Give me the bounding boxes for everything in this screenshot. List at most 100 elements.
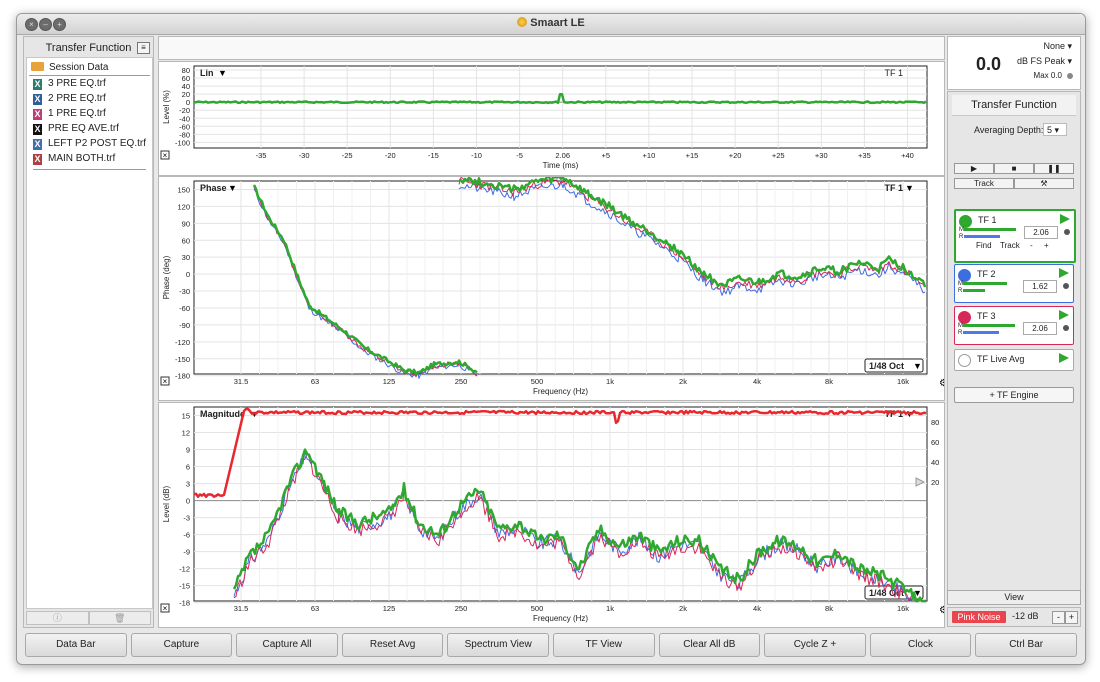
r-label: R	[958, 288, 963, 294]
x-tick-label: -5	[516, 151, 523, 160]
command-button[interactable]: Data Bar	[25, 633, 127, 657]
zoom-icon[interactable]: +	[53, 18, 66, 31]
noise-increase-button[interactable]: +	[1065, 611, 1078, 624]
averaging-depth-select[interactable]: 5 ▾	[1043, 123, 1067, 136]
y-tick-label: 0	[186, 270, 190, 279]
y-tick-label: -12	[179, 565, 190, 574]
gear-icon[interactable]: ⚙	[939, 605, 944, 616]
coherence-marker-icon[interactable]	[915, 477, 926, 487]
chevron-down-icon: ▼	[913, 588, 922, 598]
minimize-icon[interactable]: –	[39, 18, 52, 31]
pink-noise-controls: Pink Noise -12 dB - +	[947, 607, 1081, 627]
menu-icon[interactable]: ≡	[137, 42, 150, 54]
delay-value[interactable]: 2.06	[1023, 322, 1057, 335]
y-tick-label: 0	[186, 497, 190, 506]
engine-color-icon[interactable]	[958, 311, 971, 324]
delay-increase-button[interactable]: +	[1044, 241, 1049, 250]
file-name: LEFT P2 POST EQ.trf	[48, 138, 146, 149]
close-icon[interactable]: ×	[25, 18, 38, 31]
play-icon[interactable]	[1060, 214, 1070, 224]
mode-dropdown-icon[interactable]: ▼	[218, 68, 227, 78]
play-icon[interactable]	[1059, 310, 1069, 320]
add-tf-engine-label: + TF Engine	[989, 390, 1039, 400]
meter-max: Max 0.0	[1033, 71, 1062, 80]
file-browser-panel: Transfer Function ≡ Session Data X 3 PRE …	[23, 36, 154, 628]
command-button[interactable]: Cycle Z +	[764, 633, 866, 657]
tf-engine-card[interactable]: TF 2 M R 1.62	[954, 264, 1074, 303]
mode-dropdown-icon[interactable]: ▼	[228, 183, 237, 193]
magnitude-plot[interactable]: 15 12 9 6 3 0 -3 -6 -9 -12 -15 -18 31.5 63 125 250 500 1k…	[158, 402, 945, 628]
x-tick-label: -30	[299, 151, 310, 160]
trace-label: TF 1	[884, 183, 903, 193]
gear-icon[interactable]: ⚙	[939, 378, 944, 389]
track-delay-button[interactable]: Track	[1000, 241, 1020, 250]
delay-decrease-button[interactable]: -	[1030, 241, 1033, 250]
close-plot-icon[interactable]	[160, 150, 170, 160]
noise-decrease-button[interactable]: -	[1052, 611, 1065, 624]
tools-button[interactable]: ⚒	[1014, 178, 1074, 189]
file-item[interactable]: X 1 PRE EQ.trf	[33, 106, 152, 121]
smoothing-select[interactable]: 1/48 Oct ▼	[864, 585, 924, 600]
file-item[interactable]: X PRE EQ AVE.trf	[33, 121, 152, 136]
find-delay-button[interactable]: Find	[976, 241, 992, 250]
meter-mode-select[interactable]: dB FS Peak ▾	[1016, 56, 1072, 66]
engine-name: TF Live Avg	[977, 354, 1025, 364]
phase-plot[interactable]: 150 120 90 60 30 0 -30 -60 -90 -120 -150 -180 31.5 63…	[158, 176, 945, 401]
tf-engine-card[interactable]: TF Live Avg	[954, 349, 1074, 371]
y-axis-label: Phase (deg)	[162, 255, 171, 299]
smoothing-select[interactable]: 1/48 Oct ▼	[864, 358, 924, 373]
info-icon[interactable]: ⓘ	[26, 611, 89, 625]
delay-value[interactable]: 2.06	[1024, 226, 1058, 239]
reference-level-bar	[963, 289, 985, 292]
tf1-phase-trace	[252, 184, 478, 376]
command-button[interactable]: Reset Avg	[341, 633, 444, 657]
list-divider	[33, 169, 146, 170]
file-item[interactable]: X 2 PRE EQ.trf	[33, 91, 152, 106]
file-item[interactable]: X MAIN BOTH.trf	[33, 151, 152, 166]
tf-engine-card[interactable]: TF 3 M R 2.06	[954, 306, 1074, 345]
session-data-folder[interactable]: Session Data	[29, 61, 150, 76]
x-tick-label: +30	[815, 151, 828, 160]
engine-color-icon[interactable]	[958, 269, 971, 282]
engine-color-icon[interactable]	[959, 215, 972, 228]
command-button[interactable]: Clear All dB	[658, 633, 761, 657]
play-button[interactable]: ▶	[954, 163, 994, 174]
delay-status-indicator	[1063, 283, 1069, 289]
delay-value[interactable]: 1.62	[1023, 280, 1057, 293]
meter-source-select[interactable]: None ▾	[1043, 41, 1072, 51]
add-tf-engine-button[interactable]: + TF Engine	[954, 387, 1074, 403]
track-button[interactable]: Track	[954, 178, 1014, 189]
trf-file-icon: X	[33, 139, 42, 150]
stop-button[interactable]: ■	[994, 163, 1034, 174]
meter-source-label: None	[1043, 41, 1065, 51]
command-button[interactable]: Capture All	[236, 633, 338, 657]
file-name: MAIN BOTH.trf	[48, 153, 116, 164]
close-plot-icon[interactable]	[160, 603, 170, 613]
engine-color-icon[interactable]	[958, 354, 971, 367]
view-button[interactable]: View	[947, 590, 1081, 605]
session-label: Session Data	[49, 62, 109, 73]
y-tick-label: 60	[182, 74, 190, 83]
command-button[interactable]: Capture	[130, 633, 233, 657]
trash-icon[interactable]: 🗑	[88, 611, 151, 625]
m-label: M	[959, 227, 964, 233]
tf-engine-card[interactable]: TF 1 M R 2.06 Find Track - +	[954, 209, 1076, 263]
smaart-logo-icon	[517, 17, 528, 27]
pink-noise-button[interactable]: Pink Noise	[952, 611, 1006, 623]
pause-button[interactable]: ❚❚	[1034, 163, 1074, 174]
file-item[interactable]: X 3 PRE EQ.trf	[33, 76, 152, 91]
file-item[interactable]: X LEFT P2 POST EQ.trf	[33, 136, 152, 151]
command-button[interactable]: Ctrl Bar	[975, 633, 1077, 657]
impulse-response-plot[interactable]: 80 60 40 20 0 -20 -40 -60 -80 -100 -35 -30 -25 -20 -15…	[158, 61, 945, 176]
command-button[interactable]: Spectrum View	[447, 633, 549, 657]
play-icon[interactable]	[1059, 353, 1069, 363]
close-plot-icon[interactable]	[160, 376, 170, 386]
play-icon[interactable]	[1059, 268, 1069, 278]
engine-name: TF 1	[978, 215, 997, 225]
command-button[interactable]: TF View	[552, 633, 655, 657]
trace-dropdown-icon[interactable]: ▼	[905, 183, 914, 193]
y-tick-label: 3	[186, 480, 190, 489]
m-label: M	[958, 281, 963, 287]
command-button[interactable]: Clock	[869, 633, 972, 657]
y-axis-label: Level (dB)	[162, 485, 171, 522]
